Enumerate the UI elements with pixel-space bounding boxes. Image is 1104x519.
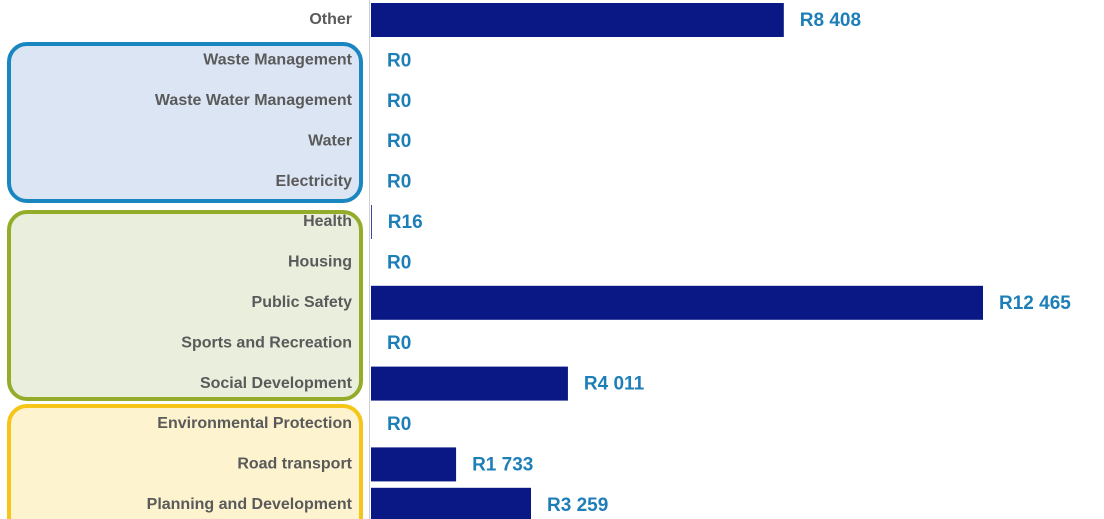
category-label: Environmental Protection [157,415,352,432]
group-box [7,404,363,519]
value-label: R0 [387,91,411,112]
bar [371,487,532,519]
category-label: Planning and Development [147,496,353,513]
category-label: Public Safety [252,294,353,311]
bar [371,366,568,401]
category-label: Electricity [276,173,353,190]
bar [371,205,372,239]
value-label: R4 011 [584,374,645,395]
category-label: Waste Management [203,52,352,69]
value-label: R0 [387,333,411,354]
value-label: R12 465 [999,293,1071,314]
bar [371,3,784,37]
group-box [7,42,363,203]
value-label: R0 [387,131,411,152]
bar [371,285,983,320]
bar [371,447,457,482]
category-label: Health [303,213,352,230]
value-label: R8 408 [800,10,861,31]
category-label: Other [309,11,352,28]
value-label: R0 [387,50,411,71]
value-label: R0 [387,172,411,193]
value-label: R1 733 [472,454,533,475]
category-label: Road transport [237,456,352,473]
value-label: R3 259 [547,495,608,516]
group-box [7,210,363,401]
category-label: Housing [288,254,352,271]
category-label: Water [308,132,352,149]
value-label: R16 [388,212,423,233]
value-label: R0 [387,252,411,273]
category-label: Sports and Recreation [181,334,352,351]
category-label: Social Development [200,375,353,392]
category-label: Waste Water Management [155,92,353,109]
value-label: R0 [387,414,411,435]
